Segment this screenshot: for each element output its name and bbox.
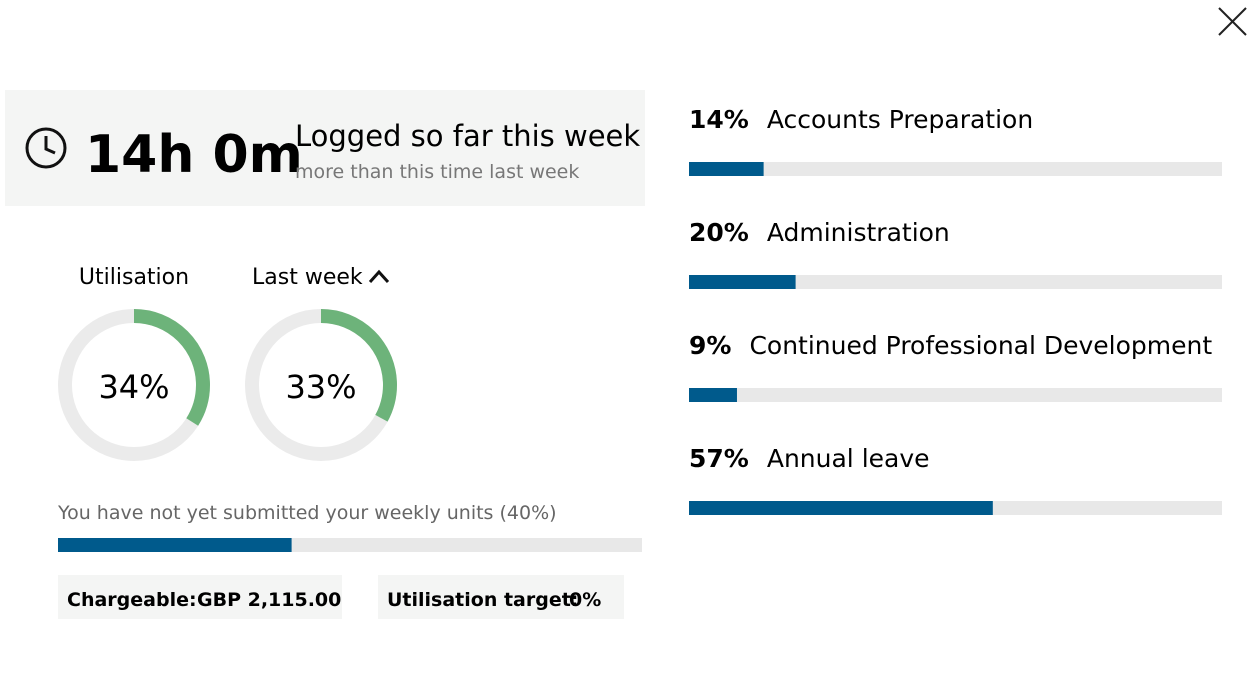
chevron-up[interactable] <box>368 269 390 284</box>
target-label: Utilisation target: <box>387 589 578 611</box>
category-percent: 20% <box>689 218 749 247</box>
category-bar <box>689 162 764 176</box>
category-bar <box>689 388 737 402</box>
category-track <box>689 388 1222 402</box>
chargeable-label: Chargeable: <box>67 589 197 611</box>
units-percent: (40%) <box>500 502 557 524</box>
category-percent: 9% <box>689 331 731 360</box>
chargeable-box <box>58 575 342 619</box>
units-text: You have not yet submitted your weekly u… <box>57 502 557 524</box>
target-value: 0% <box>569 589 601 611</box>
category-percent: 57% <box>689 444 749 473</box>
gauge-value: 33% <box>285 368 356 406</box>
gauge-arc <box>245 309 397 461</box>
category-percent: 14% <box>689 105 749 134</box>
category-name: Administration <box>767 218 950 247</box>
category-track <box>689 162 1222 176</box>
gauge-value: 34% <box>98 368 169 406</box>
summary-subtitle: more than this time last week <box>295 161 579 183</box>
target-box <box>378 575 624 619</box>
summary-title: Logged so far this week <box>295 119 640 153</box>
gauge-label: Utilisation <box>79 265 189 290</box>
gauge-label[interactable]: Last week <box>252 265 363 290</box>
summary-box <box>5 90 645 206</box>
chargeable-value: GBP 2,115.00 <box>197 589 341 611</box>
close-stroke[interactable] <box>1218 7 1247 36</box>
category-name: Accounts Preparation <box>767 105 1033 134</box>
category-name: Continued Professional Development <box>749 331 1212 360</box>
clock-icon <box>25 127 67 169</box>
close-button[interactable] <box>1218 7 1247 36</box>
units-bar <box>58 538 292 552</box>
units-message: You have not yet submitted your weekly u… <box>57 502 493 524</box>
hours-logged: 14h 0m <box>85 125 303 185</box>
category-bar <box>689 275 796 289</box>
category-track <box>689 275 1222 289</box>
category-name: Annual leave <box>767 444 930 473</box>
category-bar <box>689 501 993 515</box>
gauge-arc <box>58 309 210 461</box>
